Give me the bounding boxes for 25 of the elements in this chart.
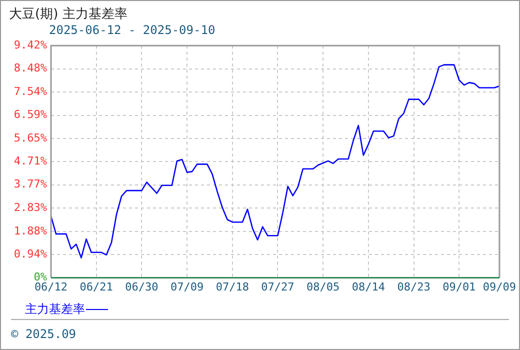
text: © 2025.09 [11,327,76,341]
x-tick-label: 08/14 [352,280,386,294]
y-tick-label: 4.71% [14,154,48,168]
x-tick-label: 09/01 [442,280,476,294]
chart-subtitle: 2025-06-12 - 2025-09-10 [49,23,216,37]
y-tick-label: 3.77% [14,178,48,191]
x-tick-label: 07/09 [170,280,204,294]
x-tick-label: 06/30 [125,280,158,294]
x-tick-label: 08/23 [397,280,430,294]
x-tick-label: 07/27 [261,280,294,294]
chart-title: 大豆(期) 主力基差率 [9,6,128,23]
y-tick-label: 8.48% [14,62,48,75]
x-tick-label: 06/12 [34,280,68,294]
x-tick-label: 09/09 [482,280,516,294]
legend-label: 主力基差率 [25,301,85,318]
y-tick-label: 6.59% [14,108,48,122]
y-tick-label: 2.83% [14,200,48,214]
y-tick-label: 5.65% [14,131,48,144]
x-tick-label: 07/18 [216,280,249,294]
y-tick-label: 0.94% [14,247,48,260]
y-tick-label: 7.54% [14,84,48,98]
x-tick-label: 06/21 [80,280,113,294]
y-tick-label: 9.42% [14,38,48,52]
y-tick-label: 1.88% [14,224,48,238]
x-tick-label: 08/05 [306,280,340,294]
